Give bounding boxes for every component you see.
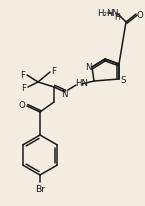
Text: O: O [19,101,25,110]
Text: HN: HN [76,79,88,88]
Text: H: H [114,13,120,22]
Text: N: N [85,63,91,72]
Text: F: F [20,71,26,80]
Text: N: N [111,8,117,18]
Text: F: F [51,67,57,76]
Text: N: N [61,90,67,99]
Text: Br: Br [35,185,45,194]
Text: F: F [21,84,27,93]
Text: S: S [120,76,126,85]
Text: H₂N: H₂N [97,9,114,18]
Text: O: O [137,11,143,19]
